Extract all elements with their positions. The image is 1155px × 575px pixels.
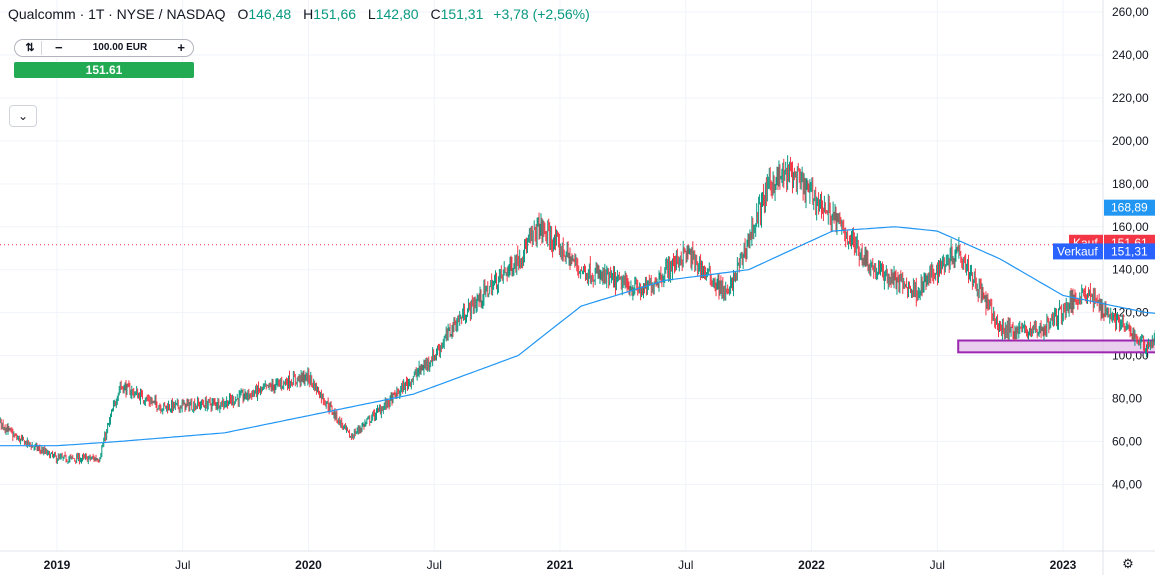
y-tick-label: 240,00 (1112, 48, 1149, 62)
y-tick-label: 220,00 (1112, 91, 1149, 105)
close-value: 151,31 (440, 6, 484, 22)
quantity-value[interactable]: 100.00 EUR (92, 42, 148, 53)
x-tick-label: 2023 (1050, 558, 1077, 572)
low-label: L (367, 6, 376, 22)
moving-average-line (0, 226, 1155, 447)
support-zone[interactable] (957, 339, 1155, 354)
y-tick-label: 260,00 (1112, 5, 1149, 19)
increment-button[interactable]: + (177, 40, 185, 55)
y-tick-label: 140,00 (1112, 263, 1149, 277)
y-tick-label: 40,00 (1112, 477, 1142, 491)
ma-price-label: 168,89 (1111, 201, 1148, 215)
swap-icon[interactable]: ⇅ (19, 41, 42, 55)
verkauf-price-label: 151,31 (1111, 244, 1148, 258)
x-tick-label: 2019 (44, 558, 71, 572)
open-label: O (237, 6, 249, 22)
x-tick-label: Jul (175, 558, 190, 572)
y-tick-label: 180,00 (1112, 177, 1149, 191)
chevron-down-icon[interactable]: ⌄ (9, 105, 37, 127)
verkauf-tag-bg (1053, 243, 1103, 260)
y-tick-label: 80,00 (1112, 391, 1142, 405)
x-tick-label: 2020 (295, 558, 322, 572)
y-tick-label: 160,00 (1112, 220, 1149, 234)
x-tick-label: Jul (930, 558, 945, 572)
y-tick-label: 200,00 (1112, 134, 1149, 148)
high-label: H (303, 6, 314, 22)
chart-legend: Qualcomm · 1T · NYSE / NASDAQ O146,48 H1… (8, 6, 590, 22)
verkauf-price-label-bg (1104, 243, 1155, 260)
low-value: 142,80 (375, 6, 419, 22)
x-tick-label: Jul (427, 558, 442, 572)
open-value: 146,48 (248, 6, 292, 22)
decrement-button[interactable]: − (55, 40, 63, 55)
gear-icon[interactable]: ⚙ (1122, 556, 1134, 571)
change-value: +3,78 (+2,56%) (493, 6, 590, 22)
symbol-title: Qualcomm · 1T · NYSE / NASDAQ (8, 6, 226, 22)
ma-price-label-bg (1104, 199, 1155, 216)
x-tick-label: 2022 (798, 558, 825, 572)
x-tick-label: Jul (678, 558, 693, 572)
high-value: 151,66 (313, 6, 357, 22)
close-label: C (430, 6, 441, 22)
y-tick-label: 60,00 (1112, 434, 1142, 448)
y-tick-label: 120,00 (1112, 306, 1149, 320)
x-tick-label: 2021 (547, 558, 574, 572)
buy-button[interactable]: 151.61 (14, 62, 194, 78)
verkauf-tag-label: Verkauf (1057, 244, 1098, 258)
quantity-stepper[interactable]: ⇅ − 100.00 EUR + (14, 39, 194, 57)
